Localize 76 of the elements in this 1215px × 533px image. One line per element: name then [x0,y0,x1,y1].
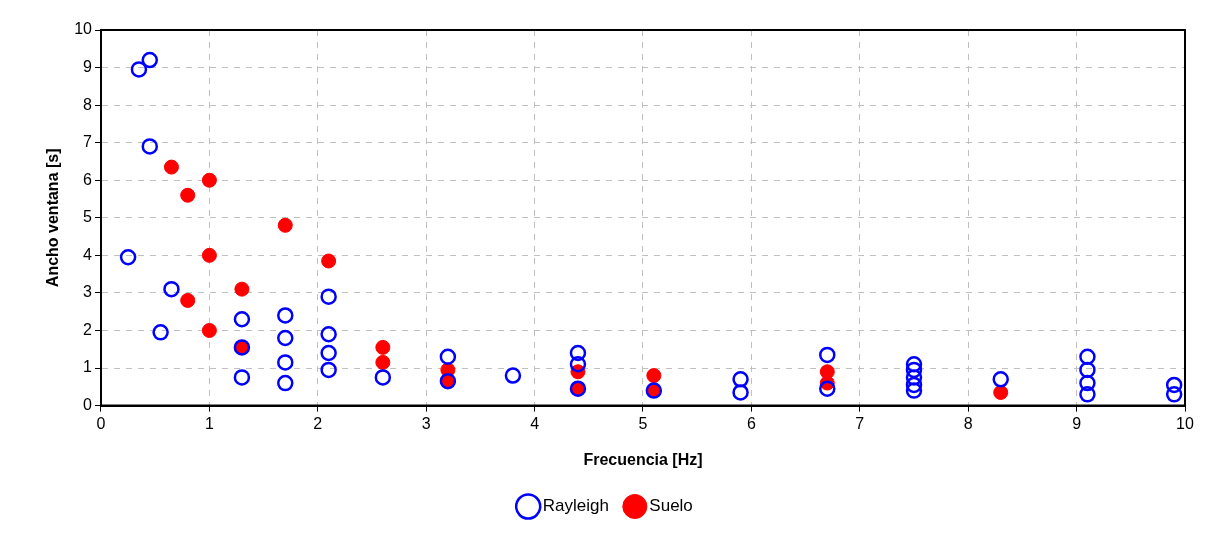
point [374,369,392,386]
point [163,280,180,298]
point [321,253,337,269]
point [180,187,196,203]
x-tick-label: 4 [530,414,540,432]
point [277,217,293,233]
point [993,384,1009,400]
y-tick-label: 5 [83,208,93,226]
x-tick-label: 1 [204,414,214,432]
point [320,361,337,379]
point [819,380,836,397]
point [1079,374,1096,392]
point [375,339,391,355]
point [163,159,179,175]
point [732,371,749,388]
point [320,344,337,362]
legend-label: Suelo [649,496,693,516]
x-tick-label: 0 [96,414,106,432]
point [180,292,196,308]
x-axis-title: Frecuencia [Hz] [583,450,703,468]
point [320,325,337,343]
point [905,361,923,379]
legend-label: Rayleigh [542,496,609,516]
point [141,138,159,155]
point [152,324,169,341]
point [992,371,1009,388]
point [905,369,923,386]
x-tick-label: 8 [963,414,973,432]
point [119,248,137,266]
point [569,344,587,362]
x-tick-label: 6 [746,414,756,432]
y-tick-label: 9 [83,57,93,75]
point [130,61,148,78]
y-tick-label: 6 [83,170,93,188]
point [1079,361,1096,379]
point [234,281,250,297]
point [646,368,662,384]
x-tick-label: 10 [1176,414,1194,432]
y-tick-label: 4 [83,245,93,263]
point [905,382,923,399]
point [277,374,294,392]
point [569,356,587,373]
y-tick-label: 7 [83,133,93,151]
point [375,354,391,370]
point [277,354,294,371]
y-axis-title: Ancho ventana [s] [44,148,62,288]
point [201,322,217,338]
y-tick-label: 10 [74,20,93,38]
x-tick-label: 2 [313,414,323,432]
point [201,172,217,188]
point [277,329,294,347]
point [320,288,337,305]
y-tick-label: 2 [83,320,93,338]
y-tick-label: 8 [83,95,93,113]
point [233,310,251,328]
point [141,51,159,69]
point [905,376,923,394]
x-tick-label: 9 [1072,414,1082,432]
x-tick-label: 5 [638,414,648,432]
y-tick-label: 1 [83,358,93,376]
point [233,369,251,386]
point [732,384,749,401]
y-tick-label: 3 [83,283,93,301]
point [1079,386,1096,403]
point [439,348,457,366]
x-tick-label: 7 [855,414,865,432]
point [277,307,294,324]
point [1165,376,1183,394]
point [819,346,836,364]
point [1165,386,1183,403]
point [1079,348,1096,366]
point [504,367,522,384]
x-tick-label: 3 [421,414,431,432]
point [201,247,217,263]
y-tick-label: 0 [83,396,93,414]
point [905,356,923,373]
